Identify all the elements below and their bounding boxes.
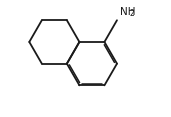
Text: NH: NH [120,7,136,17]
Text: 2: 2 [129,9,134,18]
